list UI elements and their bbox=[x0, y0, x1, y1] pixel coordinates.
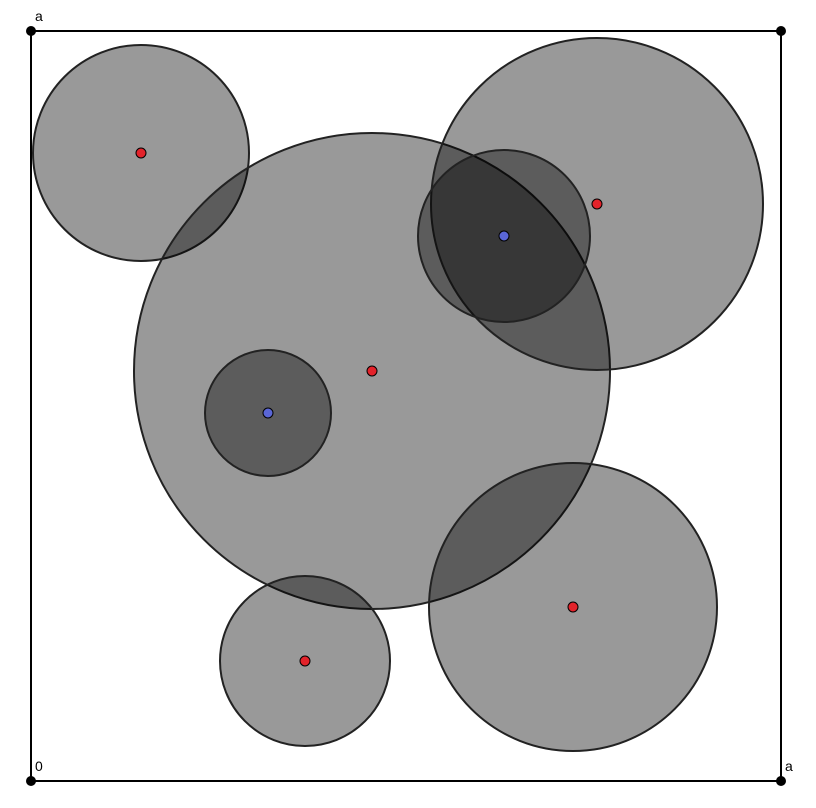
centers bbox=[135, 147, 603, 667]
corner-label: a bbox=[35, 8, 43, 24]
corner-point bbox=[776, 26, 786, 36]
corner-label: 0 bbox=[35, 758, 43, 774]
corners bbox=[26, 26, 786, 786]
center-point bbox=[299, 655, 311, 667]
corner-point bbox=[26, 776, 36, 786]
discs bbox=[32, 37, 764, 752]
center-point bbox=[567, 601, 579, 613]
center-point bbox=[366, 365, 378, 377]
corner-point bbox=[776, 776, 786, 786]
corner-point bbox=[26, 26, 36, 36]
center-point bbox=[498, 230, 510, 242]
corner-label: a bbox=[785, 758, 793, 774]
square bbox=[30, 30, 782, 782]
center-point bbox=[135, 147, 147, 159]
center-point bbox=[262, 407, 274, 419]
center-point bbox=[591, 198, 603, 210]
